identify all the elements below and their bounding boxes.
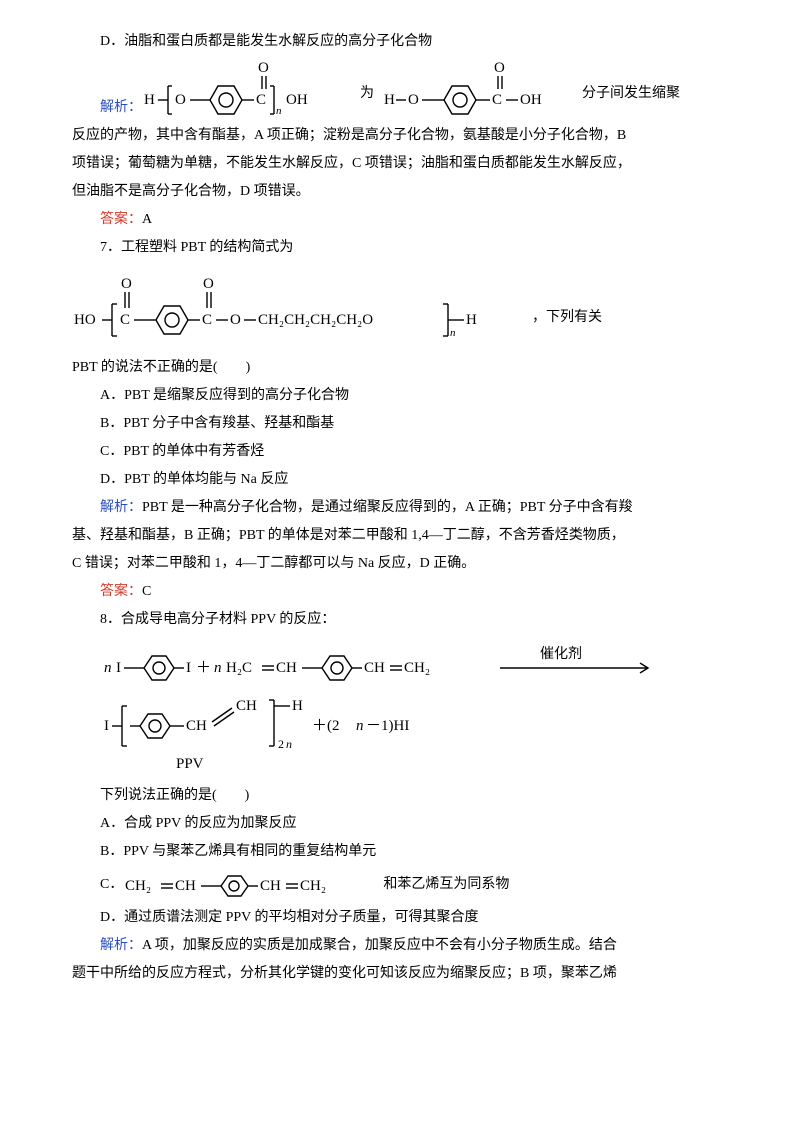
- svg-text:n: n: [356, 718, 364, 734]
- answer-value: C: [142, 584, 151, 599]
- q6-explain-line3: 项错误；葡萄糖为单糖，不能发生水解反应，C 项错误；油脂和蛋白质都能发生水解反应…: [72, 150, 728, 178]
- svg-text:CH: CH: [276, 660, 297, 676]
- q6-explain-line2: 反应的产物，其中含有酯基，A 项正确；淀粉是高分子化合物，氨基酸是小分子化合物，…: [72, 122, 728, 150]
- svg-text:OH: OH: [520, 92, 542, 108]
- q7-stem-line2: PBT 的说法不正确的是( ): [72, 354, 728, 382]
- svg-text:CH₂CH₂CH₂CH₂O: CH₂CH₂CH₂CH₂O: [258, 312, 373, 328]
- q8-option-c-suffix: 和苯乙烯互为同系物: [383, 871, 509, 899]
- svg-text:C: C: [202, 312, 212, 328]
- q8-reaction-top: n I I ＋ n H₂C CH CH CH₂ 催化剂: [100, 638, 728, 688]
- q7-answer: 答案：C: [72, 578, 728, 606]
- q8-option-d: D．通过质谱法测定 PPV 的平均相对分子质量，可得其聚合度: [72, 904, 728, 932]
- q8-reaction-bottom-svg: I CH CH 2 n H ＋(2 n －1)HI: [100, 692, 530, 778]
- q6-explain-tail1: 分子间发生缩聚: [582, 80, 680, 122]
- svg-text:n: n: [286, 737, 292, 751]
- svg-text:＋(2: ＋(2: [312, 718, 340, 734]
- svg-text:n: n: [276, 105, 282, 117]
- svg-text:I: I: [116, 660, 121, 676]
- svg-text:O: O: [494, 60, 505, 76]
- q8-explain: 解析：A 项，加聚反应的实质是加成聚合，加聚反应中不会有小分子物质生成。结合: [72, 932, 728, 960]
- svg-text:O: O: [203, 276, 214, 292]
- svg-text:O: O: [230, 312, 241, 328]
- q7-option-a: A．PBT 是缩聚反应得到的高分子化合物: [72, 382, 728, 410]
- svg-text:O: O: [175, 92, 186, 108]
- answer-value: A: [142, 212, 152, 227]
- q8-reaction-bottom: I CH CH 2 n H ＋(2 n －1)HI: [100, 692, 728, 778]
- q7-explain-line3: C 错误；对苯二甲酸和 1，4—丁二醇都可以与 Na 反应，D 正确。: [72, 550, 728, 578]
- q6-formula-mid: 为: [352, 80, 382, 122]
- q8-explain-line1: A 项，加聚反应的实质是加成聚合，加聚反应中不会有小分子物质生成。结合: [142, 938, 617, 953]
- svg-text:H: H: [144, 92, 155, 108]
- svg-text:CH₂: CH₂: [300, 878, 326, 894]
- svg-text:CH: CH: [260, 878, 281, 894]
- svg-text:O: O: [408, 92, 419, 108]
- svg-text:HO: HO: [74, 312, 96, 328]
- q7-stem: 7．工程塑料 PBT 的结构简式为: [72, 234, 728, 262]
- svg-text:CH: CH: [364, 660, 385, 676]
- svg-text:I: I: [186, 660, 191, 676]
- q7-explain-line2: 基、羟基和酯基，B 正确；PBT 的单体是对苯二甲酸和 1,4—丁二醇，不含芳香…: [72, 522, 728, 550]
- svg-text:C: C: [256, 92, 266, 108]
- svg-text:H₂C: H₂C: [226, 660, 252, 676]
- svg-text:OH: OH: [286, 92, 308, 108]
- svg-text:2: 2: [278, 737, 284, 751]
- svg-text:PPV: PPV: [176, 756, 204, 772]
- svg-text:O: O: [121, 276, 132, 292]
- q7-explain-line1: PBT 是一种高分子化合物，是通过缩聚反应得到的，A 正确；PBT 分子中含有羧: [142, 500, 633, 515]
- q6-formula-right: H O C O OH: [382, 56, 582, 122]
- q6-explain-row: 解析： H O C O n: [72, 56, 728, 122]
- q8-explain-line2: 题干中所给的反应方程式，分析其化学键的变化可知该反应为缩聚反应；B 项，聚苯乙烯: [72, 960, 728, 988]
- svg-text:H: H: [292, 698, 303, 714]
- svg-text:n: n: [104, 660, 112, 676]
- explain-label: 解析：: [100, 938, 142, 953]
- q8-reaction-top-svg: n I I ＋ n H₂C CH CH CH₂ 催化剂: [100, 638, 660, 688]
- svg-text:－1)HI: －1)HI: [366, 718, 409, 734]
- svg-text:CH₂: CH₂: [125, 878, 151, 894]
- svg-text:CH: CH: [236, 698, 257, 714]
- svg-text:CH: CH: [186, 718, 207, 734]
- q8-stem: 8．合成导电高分子材料 PPV 的反应：: [72, 606, 728, 634]
- q7-option-b: B．PBT 分子中含有羧基、羟基和酯基: [72, 410, 728, 438]
- svg-text:＋: ＋: [196, 660, 211, 676]
- q6-explain-line4: 但油脂不是高分子化合物，D 项错误。: [72, 178, 728, 206]
- q8-sub-stem: 下列说法正确的是( ): [72, 782, 728, 810]
- q6-answer: 答案：A: [72, 206, 728, 234]
- explain-label: 解析：: [100, 500, 142, 515]
- q8-option-c-row: C． CH₂ CH CH CH₂ 和苯乙烯互为同系物: [72, 870, 728, 900]
- answer-label: 答案：: [100, 212, 142, 227]
- svg-text:催化剂: 催化剂: [540, 646, 582, 662]
- svg-text:C: C: [120, 312, 130, 328]
- svg-text:n: n: [450, 327, 456, 339]
- svg-text:CH₂: CH₂: [404, 660, 430, 676]
- svg-text:O: O: [258, 60, 269, 76]
- q6-option-d: D．油脂和蛋白质都是能发生水解反应的高分子化合物: [72, 28, 728, 56]
- explain-label: 解析：: [100, 94, 142, 122]
- q7-option-c: C．PBT 的单体中有芳香烃: [72, 438, 728, 466]
- q8-option-a: A．合成 PPV 的反应为加聚反应: [72, 810, 728, 838]
- q7-tail: ，下列有关: [532, 304, 602, 350]
- q7-formula-row: HO C O C O O CH₂CH₂CH₂CH₂O: [72, 266, 728, 350]
- svg-text:CH: CH: [175, 878, 196, 894]
- q8-option-c-formula: CH₂ CH CH CH₂: [123, 870, 383, 900]
- svg-text:H: H: [466, 312, 477, 328]
- q8-option-c-prefix: C．: [100, 871, 123, 899]
- svg-text:I: I: [104, 718, 109, 734]
- q7-formula: HO C O C O O CH₂CH₂CH₂CH₂O: [72, 266, 532, 350]
- q7-explain: 解析：PBT 是一种高分子化合物，是通过缩聚反应得到的，A 正确；PBT 分子中…: [72, 494, 728, 522]
- q8-option-b: B．PPV 与聚苯乙烯具有相同的重复结构单元: [72, 838, 728, 866]
- q6-formula-left: H O C O n OH: [142, 56, 352, 122]
- answer-label: 答案：: [100, 584, 142, 599]
- svg-text:H: H: [384, 92, 395, 108]
- svg-text:C: C: [492, 92, 502, 108]
- q7-option-d: D．PBT 的单体均能与 Na 反应: [72, 466, 728, 494]
- svg-text:n: n: [214, 660, 222, 676]
